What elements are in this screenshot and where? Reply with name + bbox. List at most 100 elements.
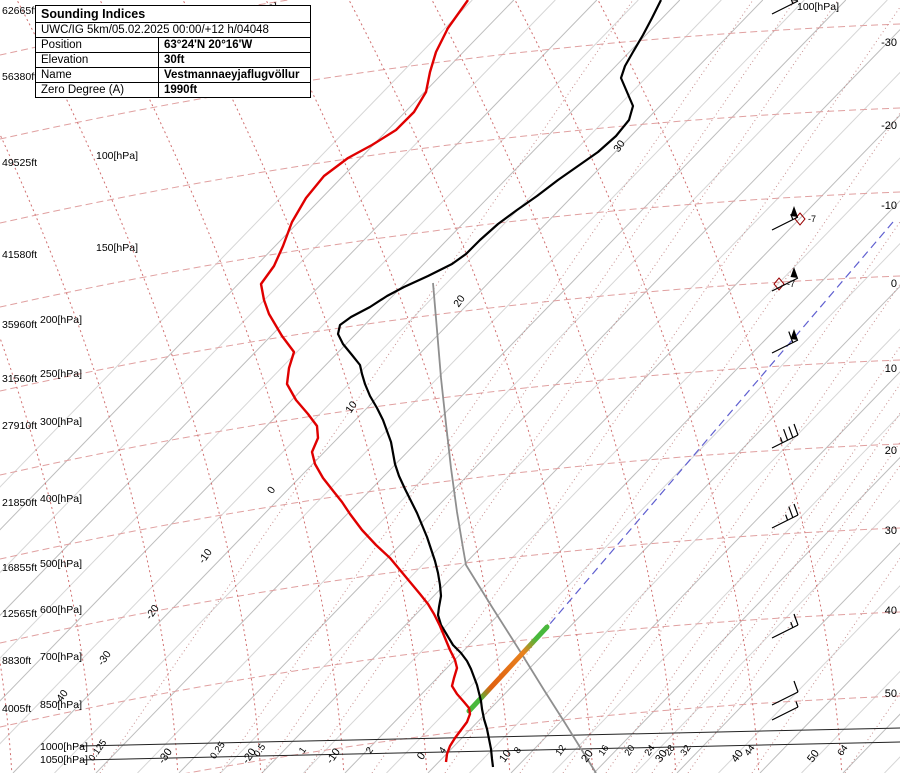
pressure-hpa-label: 300[hPa]: [40, 416, 82, 428]
right-temp-label: 10: [885, 363, 897, 375]
barb-staff: [771, 0, 799, 15]
mixing-ratio-line: [631, 383, 900, 773]
mixing-ratio-label: 1: [297, 745, 309, 756]
pressure-hpa-label: 200[hPa]: [40, 314, 82, 326]
mixing-ratio-label: 16: [596, 743, 611, 758]
barb-feather-full: [788, 506, 794, 518]
isotherm-line: [0, 0, 515, 531]
barb-feather-full: [788, 426, 794, 438]
info-value: Vestmannaeyjaflugvöllur: [164, 69, 300, 81]
altitude-ft-label: 49525ft: [2, 157, 37, 169]
dewpoint-curve: [259, 0, 472, 763]
bottom-temp-label: 40: [729, 748, 746, 765]
isotherm-line: [0, 0, 473, 488]
barb-pennant: [790, 0, 798, 1]
isotherm-line: [261, 114, 900, 773]
wind-barb-icon: [771, 0, 799, 15]
moist-adiabat-value-label: -20: [143, 602, 162, 621]
mixing-ratio-line: [562, 283, 900, 773]
barb-staff: [771, 277, 799, 292]
dry-adiabat-line: [185, 695, 900, 773]
dry-adiabat-line: [0, 359, 900, 476]
mixing-ratio-label: 32: [678, 743, 693, 758]
sounding-info-box: Sounding Indices UWC/IG 5km/05.02.2025 0…: [35, 5, 311, 98]
barb-feather-full: [790, 0, 794, 4]
reference-parcel-curve: [432, 282, 597, 773]
barb-feather-full: [793, 423, 799, 436]
mixing-ratio-line: [304, 0, 839, 773]
bottom-temp-label: 0: [415, 750, 428, 762]
moist-adiabat-value-label: 30: [611, 138, 628, 155]
mixing-reference-blue-line: [548, 221, 894, 626]
info-row-position: Position 63°24'N 20°16'W: [36, 38, 310, 53]
altitude-ft-label: 31560ft: [2, 373, 37, 385]
info-box-title: Sounding Indices: [36, 6, 310, 23]
mixing-ratio-label: 24: [642, 743, 657, 758]
mixing-ratio-line: [605, 345, 900, 773]
level-marker-label: -7: [787, 279, 795, 289]
pressure-hpa-label: 700[hPa]: [40, 651, 82, 663]
info-row-name: Name Vestmannaeyjaflugvöllur: [36, 68, 310, 83]
right-temp-label: 50: [885, 688, 897, 700]
barb-staff: [771, 434, 799, 449]
altitude-ft-label: 56380ft: [2, 71, 37, 83]
moist-adiabat-value-label: 0: [265, 484, 278, 496]
isotherm-line: [842, 713, 900, 773]
isotherm-line: [0, 0, 598, 616]
info-label: Zero Degree (A): [36, 83, 159, 97]
dry-adiabat-line: [0, 443, 900, 560]
barb-feather-full: [793, 503, 799, 516]
info-row-zero-degree: Zero Degree (A) 1990ft: [36, 83, 310, 97]
dry-adiabat-line: [0, 23, 900, 140]
mixing-ratio-label: 4: [437, 745, 449, 756]
moist-adiabat-value-label: -10: [196, 546, 215, 565]
info-label: Position: [36, 38, 159, 52]
bottom-temp-label: 30: [653, 748, 670, 765]
barb-staff: [771, 706, 799, 721]
surface-isobar-line: [79, 727, 900, 747]
pressure-hpa-label: 500[hPa]: [40, 558, 82, 570]
barb-feather-half: [790, 213, 794, 220]
isotherm-line: [552, 414, 900, 773]
isotherm-line: [593, 456, 900, 773]
mixing-ratio-label: 44: [742, 743, 757, 758]
barb-pennant: [790, 267, 798, 278]
temperature-curve: [336, 0, 662, 768]
wind-barb-icon: [771, 423, 799, 449]
isotherm-line: [178, 28, 900, 773]
barb-feather-full: [793, 613, 799, 626]
barb-pennant: [790, 329, 798, 340]
surface-isobar-line: [79, 741, 900, 761]
dry-adiabat-line: [0, 527, 900, 644]
mixing-ratio-line: [651, 412, 900, 773]
isotherm-line: [718, 585, 900, 773]
pressure-hpa-label: 250[hPa]: [40, 368, 82, 380]
wind-barb-icon: [771, 680, 799, 706]
dry-adiabat-line: [0, 275, 900, 392]
isotherm-line: [12, 0, 764, 773]
isotherm-line: [427, 285, 900, 773]
isotherm-line: [0, 0, 681, 702]
info-label: Elevation: [36, 53, 159, 67]
barb-feather-half: [779, 437, 783, 444]
pressure-hpa-label: 100[hPa]: [96, 150, 138, 162]
moist-adiabat-value-label: 10: [343, 399, 360, 416]
isotherm-line: [759, 627, 900, 773]
barb-staff: [771, 216, 799, 231]
pressure-hpa-label: 850[hPa]: [40, 699, 82, 711]
pressure-hpa-label: 600[hPa]: [40, 604, 82, 616]
mixing-ratio-label: 8: [512, 745, 524, 756]
isotherm-line: [137, 0, 888, 773]
barb-pennant: [790, 206, 798, 217]
altitude-ft-label: 27910ft: [2, 420, 37, 432]
model-run-line: UWC/IG 5km/05.02.2025 00:00/+12 h/04048: [36, 23, 310, 38]
wind-barb-icon: [771, 267, 799, 292]
right-temp-label: 40: [885, 605, 897, 617]
altitude-ft-label: 41580ft: [2, 249, 37, 261]
wind-barb-icon: [771, 701, 799, 721]
right-temp-label: 0: [891, 278, 897, 290]
mixing-ratio-label: 12: [553, 743, 568, 758]
barb-staff: [771, 691, 799, 706]
